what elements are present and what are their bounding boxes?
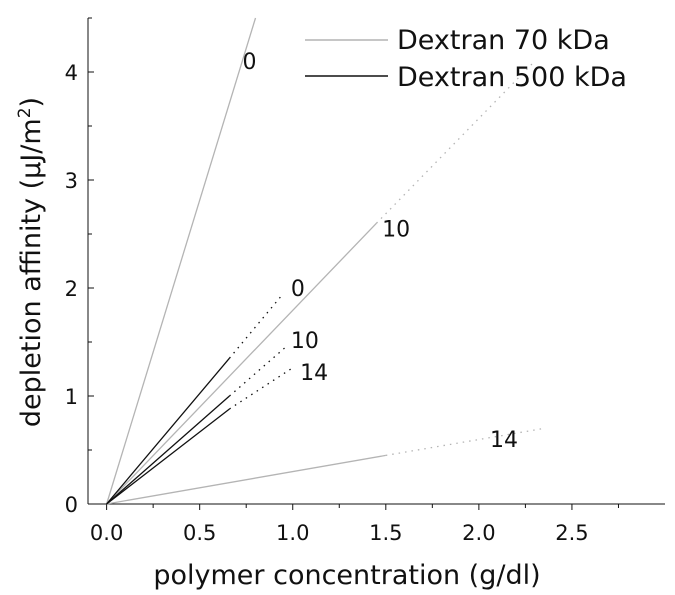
legend: Dextran 70 kDa Dextran 500 kDa [305, 25, 627, 93]
y-axis-title-prefix: depletion affinity ( [16, 179, 47, 427]
y-tick-label: 2 [65, 277, 78, 301]
x-tick-label: 0.5 [183, 521, 216, 545]
y-axis-title-suffix: ) [16, 97, 47, 108]
series-dextran-500-0-solid-line [106, 357, 230, 505]
x-axis-title: polymer concentration (g/dl) [153, 560, 540, 591]
series-dextran-500-10-solid-line [106, 395, 230, 505]
series-dextran-70-14-label: 14 [490, 428, 518, 453]
legend-label-dextran-70: Dextran 70 kDa [397, 25, 610, 56]
series-dextran-70-10-solid-line [106, 222, 377, 505]
x-tick-label: 1.0 [276, 521, 309, 545]
y-axis-title-superscript: 2 [15, 107, 35, 118]
y-axis-title-unit: μJ/m [16, 118, 47, 179]
series-dextran-500-14-solid-line [106, 408, 230, 505]
series-dextran-500-14-dotted-line [229, 368, 292, 410]
x-tick-label: 0.0 [90, 521, 123, 545]
y-tick-label: 3 [65, 169, 78, 193]
series-dextran-70-10-label: 10 [382, 218, 410, 243]
x-tick-label: 1.5 [369, 521, 402, 545]
series-dextran-500-0-label: 0 [291, 277, 305, 302]
series-dextran-70-0-solid-line [105, 17, 257, 505]
series-dextran-70-0-label: 0 [242, 50, 256, 75]
x-tick-label: 2.5 [555, 521, 588, 545]
series-dextran-70-14-dotted-line [385, 427, 545, 457]
y-axis-title: depletion affinity (μJ/m2) [15, 97, 47, 427]
y-tick-label: 1 [65, 385, 78, 409]
plot-layer: 0 1 2 3 4 0.0 0.5 1.0 1.5 2.0 2.5 0 10 14 0 10 14 [65, 17, 665, 545]
series-dextran-500-10-label: 10 [291, 329, 319, 354]
series-dextran-500-0-dotted-line [228, 292, 284, 359]
y-tick-label: 4 [65, 61, 78, 85]
series-dextran-70-14-solid-line [106, 454, 386, 505]
y-tick-label: 0 [65, 493, 78, 517]
legend-label-dextran-500: Dextran 500 kDa [397, 62, 627, 93]
series-dextran-500-14-label: 14 [300, 361, 328, 386]
series-dextran-500-10-dotted-line [229, 346, 286, 397]
x-tick-label: 2.0 [462, 521, 495, 545]
series-dextran-70-10-dotted-line [376, 60, 536, 224]
